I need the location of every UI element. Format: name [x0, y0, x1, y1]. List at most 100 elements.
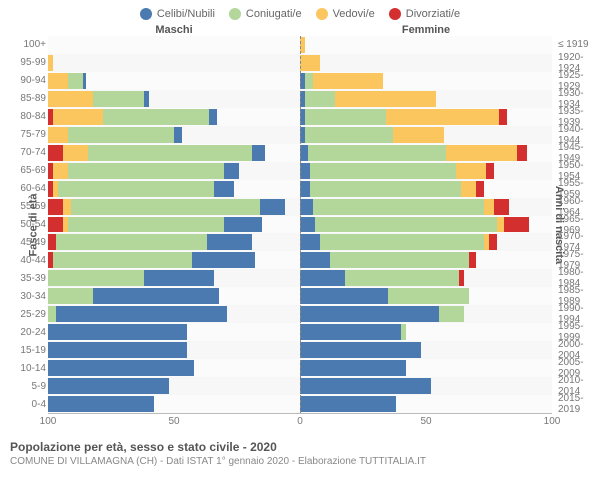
birth-label: 1960-1964	[558, 198, 600, 216]
seg-div	[469, 252, 477, 268]
seg-con	[71, 199, 260, 215]
seg-cel	[83, 73, 86, 89]
female-bar	[300, 37, 552, 53]
age-label: 100+	[2, 36, 46, 54]
birth-label: 1975-1979	[558, 251, 600, 269]
male-bar	[48, 127, 300, 143]
seg-con	[308, 145, 447, 161]
age-label: 10-14	[2, 359, 46, 377]
seg-cel	[144, 91, 149, 107]
female-bar	[300, 181, 552, 197]
footer-sub: COMUNE DI VILLAMAGNA (CH) - Dati ISTAT 1…	[10, 456, 590, 467]
female-bar	[300, 73, 552, 89]
age-label: 50-54	[2, 216, 46, 234]
seg-cel	[207, 234, 252, 250]
male-bar	[48, 342, 300, 358]
age-label: 0-4	[2, 395, 46, 413]
male-bar	[48, 252, 300, 268]
seg-div	[494, 199, 509, 215]
seg-ved	[313, 73, 384, 89]
male-bar	[48, 91, 300, 107]
seg-cel	[300, 181, 310, 197]
seg-cel	[48, 324, 187, 340]
header-female: Femmine	[300, 24, 552, 36]
male-bar	[48, 396, 300, 412]
legend-label: Divorziati/e	[406, 8, 460, 20]
female-bar	[300, 396, 552, 412]
seg-con	[56, 234, 207, 250]
seg-div	[486, 163, 494, 179]
seg-div	[48, 199, 63, 215]
seg-con	[48, 306, 56, 322]
legend-swatch	[316, 8, 328, 20]
age-label: 45-49	[2, 233, 46, 251]
seg-con	[305, 91, 335, 107]
male-bar	[48, 199, 300, 215]
female-bar	[300, 288, 552, 304]
seg-cel	[300, 199, 313, 215]
age-label: 90-94	[2, 72, 46, 90]
female-bar	[300, 234, 552, 250]
seg-div	[489, 234, 497, 250]
age-label: 5-9	[2, 377, 46, 395]
seg-div	[48, 145, 63, 161]
seg-cel	[300, 288, 388, 304]
female-bar	[300, 342, 552, 358]
chart-area: Fasce di età Anni di nascita 0-42015-201…	[0, 36, 600, 414]
female-bar	[300, 145, 552, 161]
seg-con	[88, 145, 252, 161]
birth-label: 2000-2004	[558, 341, 600, 359]
seg-div	[504, 217, 529, 233]
age-label: 60-64	[2, 180, 46, 198]
age-label: 80-84	[2, 108, 46, 126]
age-label: 35-39	[2, 269, 46, 287]
seg-cel	[48, 342, 187, 358]
x-tick: 0	[297, 416, 303, 427]
age-label: 40-44	[2, 251, 46, 269]
seg-cel	[214, 181, 234, 197]
header-male: Maschi	[48, 24, 300, 36]
seg-cel	[300, 306, 439, 322]
seg-con	[68, 217, 224, 233]
female-bar	[300, 270, 552, 286]
male-bar	[48, 73, 300, 89]
seg-cel	[224, 217, 262, 233]
seg-ved	[497, 217, 505, 233]
seg-cel	[300, 217, 315, 233]
male-bar	[48, 55, 300, 71]
female-bar	[300, 91, 552, 107]
footer: Popolazione per età, sesso e stato civil…	[0, 432, 600, 467]
birth-label: 1945-1949	[558, 144, 600, 162]
age-label: 15-19	[2, 341, 46, 359]
seg-con	[93, 91, 143, 107]
seg-div	[459, 270, 464, 286]
male-bar	[48, 378, 300, 394]
plot: 0-42015-20195-92010-201410-142005-200915…	[48, 36, 552, 414]
male-bar	[48, 360, 300, 376]
birth-label: 1965-1969	[558, 216, 600, 234]
female-bar	[300, 127, 552, 143]
seg-ved	[63, 145, 88, 161]
seg-ved	[48, 55, 53, 71]
seg-con	[388, 288, 469, 304]
seg-cel	[174, 127, 182, 143]
x-tick: 100	[544, 416, 561, 427]
birth-label: 1990-1994	[558, 305, 600, 323]
birth-label: 2005-2009	[558, 359, 600, 377]
seg-con	[305, 109, 386, 125]
x-axis: 10050050100	[48, 414, 552, 432]
seg-cel	[300, 145, 308, 161]
female-bar	[300, 55, 552, 71]
male-bar	[48, 37, 300, 53]
birth-label: 1950-1954	[558, 162, 600, 180]
seg-ved	[48, 73, 68, 89]
birth-label: 1995-1999	[558, 323, 600, 341]
seg-ved	[48, 127, 68, 143]
legend-swatch	[389, 8, 401, 20]
seg-con	[58, 181, 214, 197]
seg-div	[517, 145, 527, 161]
seg-ved	[461, 181, 476, 197]
seg-cel	[300, 396, 396, 412]
seg-cel	[300, 360, 406, 376]
legend-swatch	[140, 8, 152, 20]
